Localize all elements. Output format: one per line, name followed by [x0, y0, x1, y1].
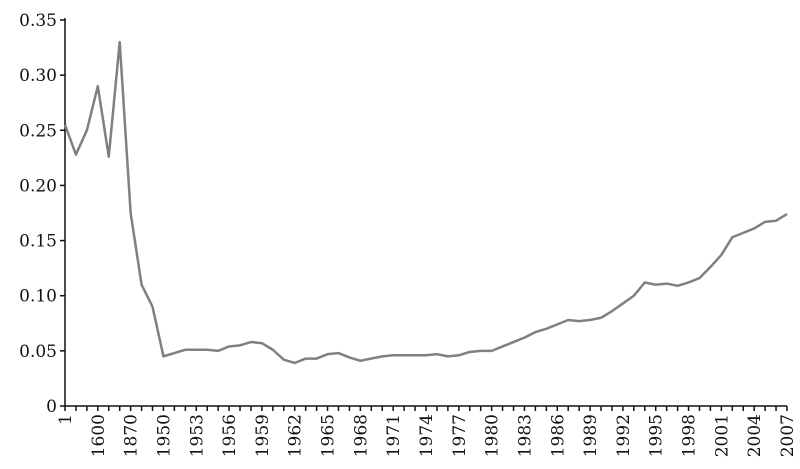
y-tick-label: 0.25	[19, 121, 57, 141]
y-tick-label: 0.10	[19, 287, 57, 307]
x-tick-label: 1953	[187, 414, 207, 457]
x-tick-label: 1983	[515, 414, 535, 457]
line-series	[63, 40, 788, 365]
x-tick-label: 1977	[450, 414, 470, 457]
x-tick-label: 1986	[548, 414, 568, 457]
x-tick-label: 1998	[680, 414, 700, 457]
x-tick-label: 2001	[712, 414, 732, 457]
x-tick-label: 2004	[745, 414, 765, 457]
x-tick-label: 1950	[154, 414, 174, 457]
x-tick-label: 1971	[384, 414, 404, 457]
x-tick-label: 1992	[614, 414, 634, 457]
x-tick-label: 1600	[89, 414, 109, 457]
x-tick-label: 1962	[286, 414, 306, 457]
y-tick-label: 0.05	[19, 342, 57, 362]
y-tick-label: 0.20	[19, 176, 57, 196]
x-tick-label: 1989	[581, 414, 601, 457]
x-tick-label: 2007	[778, 414, 798, 457]
x-tick-label: 1956	[220, 414, 240, 457]
x-tick-label: 1995	[647, 414, 667, 457]
x-tick-label: 1965	[319, 414, 339, 457]
x-tick-label: 1959	[253, 414, 273, 457]
y-tick-label: 0	[46, 397, 57, 417]
x-tick-label: 1980	[483, 414, 503, 457]
x-tick-label: 1	[56, 414, 76, 425]
y-tick-label: 0.15	[19, 232, 57, 252]
x-tick-label: 1974	[417, 414, 437, 457]
x-tick-label: 1968	[351, 414, 371, 457]
x-tick-label: 1870	[122, 414, 142, 457]
y-tick-label: 0.35	[19, 11, 57, 31]
y-tick-label: 0.30	[19, 66, 57, 86]
